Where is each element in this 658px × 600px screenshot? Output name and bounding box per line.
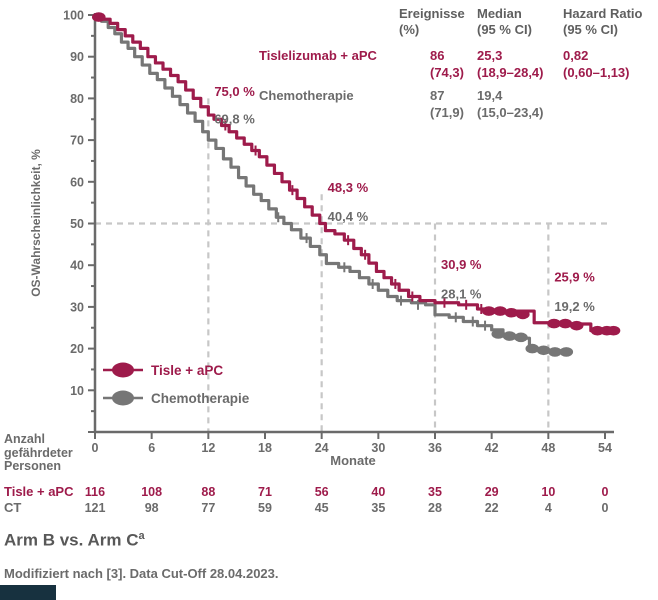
- svg-text:35: 35: [371, 501, 385, 515]
- dashed-reference-lines: [95, 98, 612, 432]
- svg-text:40: 40: [371, 485, 385, 499]
- stats-row-chemo-label: Chemotherapie: [259, 88, 354, 103]
- svg-text:77: 77: [201, 501, 215, 515]
- svg-text:12: 12: [201, 441, 215, 455]
- milestone-labels: 75,0 % 69,8 % 48,3 % 40,4 % 30,9 % 28,1 % 25,9…: [214, 84, 595, 314]
- legend: Tisle + aPC Chemotherapie: [103, 360, 249, 416]
- stats-header-median-line1: Median: [477, 6, 522, 21]
- stats-tisle-events-pct: (74,3): [430, 65, 464, 80]
- svg-text:OS-Wahrscheinlichkeit, %: OS-Wahrscheinlichkeit, %: [29, 149, 43, 297]
- stats-header-hr-line2: (95 % CI): [563, 22, 618, 37]
- stats-header-median: Median (95 % CI): [477, 6, 532, 38]
- risk-header-line3: Personen: [4, 459, 61, 473]
- svg-text:30: 30: [70, 300, 84, 314]
- svg-text:18: 18: [258, 441, 272, 455]
- svg-text:70: 70: [70, 134, 84, 148]
- svg-text:48: 48: [541, 441, 555, 455]
- stats-header-median-line2: (95 % CI): [477, 22, 532, 37]
- stats-chemo-events: 87: [430, 88, 445, 103]
- legend-marker-chemo-icon: [103, 389, 143, 407]
- svg-text:116: 116: [85, 485, 105, 499]
- stats-chemo-median-ci: (15,0–23,4): [477, 105, 544, 120]
- stats-header-events-line1: Ereignisse: [399, 6, 465, 21]
- stats-tisle-hr: 0,82: [563, 48, 589, 63]
- svg-text:Monate: Monate: [330, 453, 376, 468]
- svg-text:0: 0: [602, 501, 609, 515]
- footer-title: Arm B vs. Arm Ca: [4, 530, 145, 551]
- axes: 10 20 30 40 50 60 70 80 90 100 0 6 12 18 24 30 36 42 48 54 O…: [29, 9, 614, 468]
- svg-text:28,1 %: 28,1 %: [441, 286, 482, 301]
- stats-tisle-events: 86: [430, 48, 445, 63]
- legend-item-chemo: Chemotherapie: [103, 388, 249, 408]
- stats-tisle-median: 25,3: [477, 48, 503, 63]
- stats-header-events-line2: (%): [399, 22, 420, 37]
- svg-text:4: 4: [545, 501, 552, 515]
- footer-source: Modifiziert nach [3]. Data Cut-Off 28.04…: [4, 566, 279, 581]
- legend-label-tisle: Tisle + aPC: [151, 362, 224, 378]
- legend-marker-tisle-icon: [103, 361, 143, 379]
- svg-text:50: 50: [70, 217, 84, 231]
- svg-text:100: 100: [63, 9, 84, 23]
- svg-text:22: 22: [485, 501, 499, 515]
- risk-table-header: Anzahl gefährdeter Personen: [4, 432, 73, 474]
- stats-tisle-median-ci: (18,9–28,4): [477, 65, 544, 80]
- svg-text:30: 30: [371, 441, 385, 455]
- svg-text:28: 28: [428, 501, 442, 515]
- svg-text:98: 98: [145, 501, 159, 515]
- footer-title-text: Arm B vs. Arm C: [4, 530, 139, 550]
- svg-text:40,4 %: 40,4 %: [328, 209, 369, 224]
- svg-text:56: 56: [315, 485, 329, 499]
- svg-text:75,0 %: 75,0 %: [214, 84, 255, 99]
- stats-header-events: Ereignisse (%): [399, 6, 465, 38]
- svg-text:10: 10: [541, 485, 555, 499]
- svg-text:35: 35: [428, 485, 442, 499]
- svg-text:48,3 %: 48,3 %: [328, 180, 369, 195]
- svg-text:40: 40: [70, 259, 84, 273]
- svg-text:29: 29: [485, 485, 499, 499]
- stats-chemo-events-pct: (71,9): [430, 105, 464, 120]
- svg-text:121: 121: [85, 501, 106, 515]
- svg-text:6: 6: [148, 441, 155, 455]
- risk-row-label-chemo: CT: [4, 500, 22, 515]
- risk-header-line1: Anzahl: [4, 432, 45, 446]
- stats-tisle-hr-ci: (0,60–1,13): [563, 65, 630, 80]
- stats-header-hr-line1: Hazard Ratio: [563, 6, 643, 21]
- svg-text:42: 42: [485, 441, 499, 455]
- svg-text:88: 88: [201, 485, 215, 499]
- svg-text:45: 45: [315, 501, 329, 515]
- curve-tisle: [91, 12, 621, 336]
- risk-row-label-tisle: Tisle + aPC: [4, 484, 74, 499]
- svg-text:36: 36: [428, 441, 442, 455]
- svg-text:30,9 %: 30,9 %: [441, 257, 482, 272]
- svg-text:19,2 %: 19,2 %: [554, 299, 595, 314]
- svg-text:60: 60: [70, 175, 84, 189]
- legend-label-chemo: Chemotherapie: [151, 390, 250, 406]
- legend-item-tisle: Tisle + aPC: [103, 360, 249, 380]
- risk-header-line2: gefährdeter: [4, 445, 73, 460]
- svg-text:80: 80: [70, 92, 84, 106]
- svg-text:20: 20: [70, 342, 84, 356]
- footer-title-sup: a: [138, 530, 145, 542]
- stats-chemo-median: 19,4: [477, 88, 503, 103]
- svg-text:0: 0: [602, 485, 609, 499]
- svg-text:59: 59: [258, 501, 272, 515]
- svg-text:0: 0: [92, 441, 99, 455]
- svg-text:25,9 %: 25,9 %: [554, 270, 595, 285]
- corner-bar: [0, 585, 56, 600]
- svg-text:10: 10: [70, 384, 84, 398]
- stats-row-tisle-label: Tislelizumab + aPC: [259, 48, 377, 63]
- curve-chemo: [95, 13, 574, 357]
- svg-text:90: 90: [70, 50, 84, 64]
- svg-text:108: 108: [141, 485, 162, 499]
- svg-text:71: 71: [258, 485, 272, 499]
- stats-header-hr: Hazard Ratio (95 % CI): [563, 6, 642, 38]
- svg-text:54: 54: [598, 441, 612, 455]
- svg-text:69,8 %: 69,8 %: [214, 111, 255, 126]
- svg-text:24: 24: [315, 441, 329, 455]
